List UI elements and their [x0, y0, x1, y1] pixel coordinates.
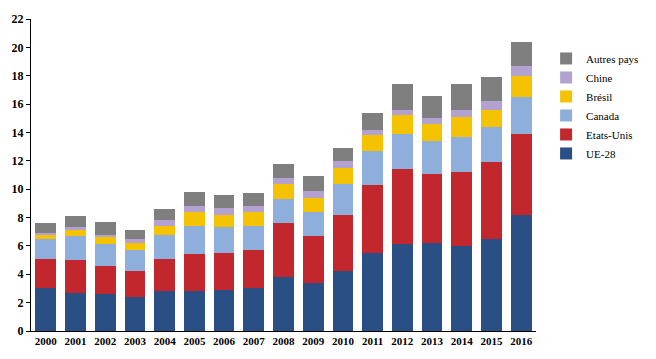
svg-text:2007: 2007 — [243, 335, 265, 347]
svg-text:22: 22 — [12, 12, 24, 26]
svg-text:18: 18 — [12, 69, 24, 83]
svg-text:0: 0 — [18, 324, 24, 338]
svg-text:Canada: Canada — [586, 110, 619, 122]
svg-text:6: 6 — [18, 239, 24, 253]
svg-text:16: 16 — [12, 97, 24, 111]
svg-text:2016: 2016 — [510, 335, 533, 347]
svg-text:2015: 2015 — [480, 335, 503, 347]
svg-text:2014: 2014 — [451, 335, 474, 347]
svg-text:2010: 2010 — [332, 335, 355, 347]
svg-text:2013: 2013 — [421, 335, 444, 347]
svg-text:2004: 2004 — [154, 335, 177, 347]
svg-text:2006: 2006 — [213, 335, 236, 347]
svg-text:Brésil: Brésil — [586, 91, 612, 103]
svg-text:2009: 2009 — [302, 335, 325, 347]
svg-text:2011: 2011 — [362, 335, 383, 347]
svg-text:Etats-Unis: Etats-Unis — [586, 129, 632, 141]
svg-text:Autres pays: Autres pays — [586, 53, 638, 65]
svg-text:Chine: Chine — [586, 72, 612, 84]
svg-text:20: 20 — [12, 41, 24, 55]
svg-text:2012: 2012 — [391, 335, 414, 347]
svg-text:12: 12 — [12, 154, 24, 168]
svg-text:2008: 2008 — [273, 335, 296, 347]
svg-text:8: 8 — [18, 211, 24, 225]
svg-text:2005: 2005 — [183, 335, 206, 347]
svg-text:10: 10 — [12, 182, 24, 196]
svg-text:2002: 2002 — [94, 335, 117, 347]
svg-text:2001: 2001 — [65, 335, 87, 347]
svg-text:14: 14 — [12, 126, 24, 140]
svg-text:2: 2 — [18, 296, 24, 310]
svg-text:4: 4 — [18, 267, 24, 281]
svg-text:UE-28: UE-28 — [586, 148, 616, 160]
svg-text:2003: 2003 — [124, 335, 147, 347]
svg-text:2000: 2000 — [35, 335, 58, 347]
